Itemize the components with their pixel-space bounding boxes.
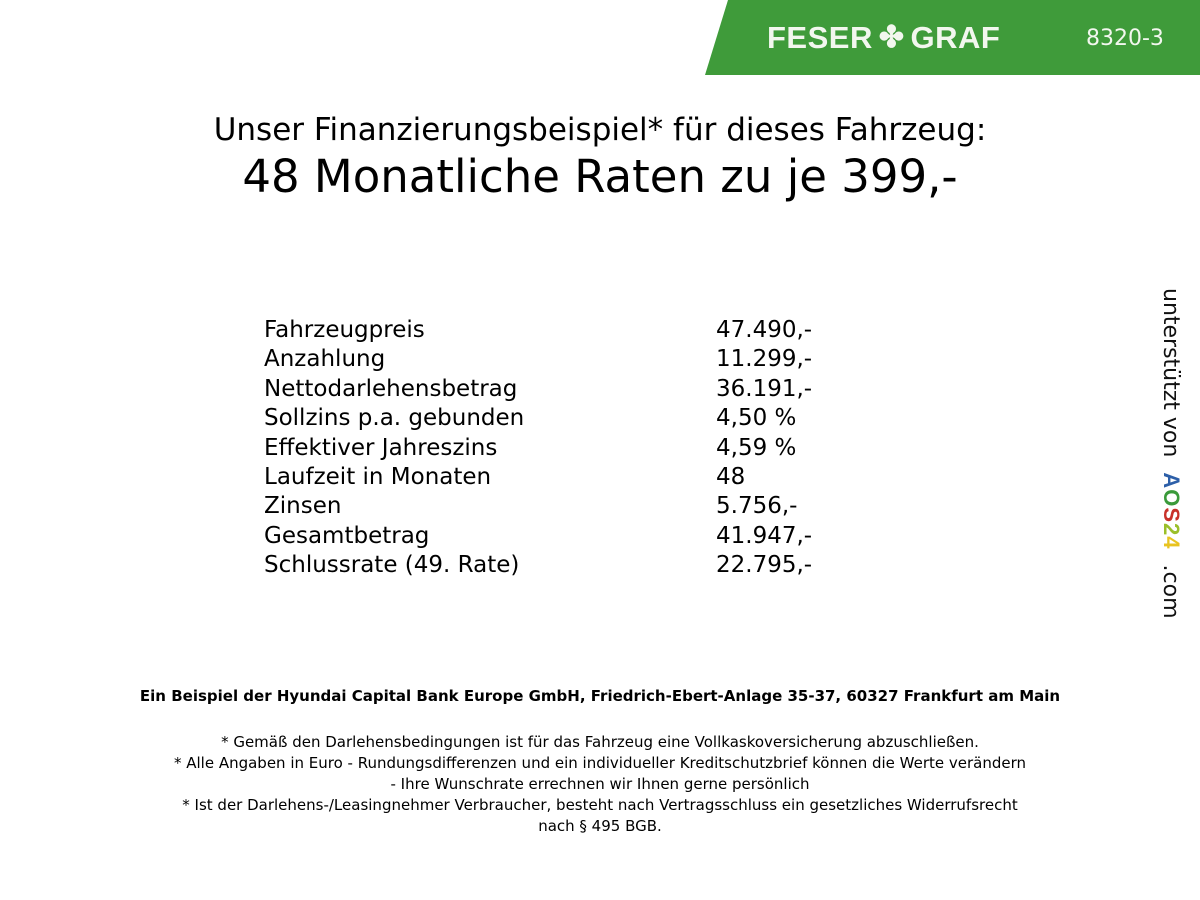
row-label: Nettodarlehensbetrag	[264, 375, 518, 402]
footer-bank: Ein Beispiel der Hyundai Capital Bank Eu…	[139, 687, 1061, 705]
row-label: Effektiver Jahreszins	[264, 434, 498, 461]
row-label: Laufzeit in Monaten	[264, 463, 492, 490]
sponsor-text: unterstützt von AOS24 .com	[1158, 288, 1184, 619]
sponsor-prefix: unterstützt von	[1158, 288, 1183, 458]
page-title: 48 Monatliche Raten zu je 399,-	[242, 150, 958, 203]
footnote-2-cont: - Ihre Wunschrate errechnen wir Ihnen ge…	[390, 775, 810, 793]
row-value: 41.947,-	[716, 522, 813, 549]
footnote-1: * Gemäß den Darlehensbedingungen ist für…	[221, 733, 979, 751]
row-label: Zinsen	[264, 493, 342, 520]
table-row: Fahrzeugpreis 47.490,-	[264, 316, 812, 345]
aos24-letter: S	[1159, 507, 1184, 524]
header-banner	[705, 0, 1200, 75]
financing-table: Fahrzeugpreis 47.490,- Anzahlung 11.299,- Ne…	[264, 316, 812, 581]
page-subtitle: Unser Finanzierungsbeispiel* für dieses …	[213, 112, 987, 148]
aos24-logo: AOS24	[1159, 472, 1184, 549]
table-row: Zinsen 5.756,-	[264, 492, 812, 521]
footer-notes: * Gemäß den Darlehensbedingungen ist für…	[0, 732, 1200, 837]
aos24-letter: 2	[1159, 523, 1184, 537]
footnote-3: * Ist der Darlehens-/Leasingnehmer Verbr…	[182, 796, 1018, 814]
table-row: Sollzins p.a. gebunden 4,50 %	[264, 404, 812, 433]
footnote-2: * Alle Angaben in Euro - Rundungsdiffere…	[173, 754, 1027, 772]
row-label: Gesamtbetrag	[264, 522, 430, 549]
table-row: Laufzeit in Monaten 48	[264, 463, 812, 492]
logo-text-feser: FESER	[767, 20, 873, 55]
row-value: 48	[716, 463, 746, 490]
table-row: Gesamtbetrag 41.947,-	[264, 522, 812, 551]
vehicle-code: 8320-3	[1086, 26, 1164, 51]
table-row: Nettodarlehensbetrag 36.191,-	[264, 375, 812, 404]
feser-graf-logo: FESER ✤ GRAF	[767, 20, 1000, 56]
footnote-3-cont: nach § 495 BGB.	[538, 817, 662, 835]
row-label: Schlussrate (49. Rate)	[264, 552, 520, 579]
logo-text-graf: GRAF	[910, 20, 1001, 55]
row-value: 5.756,-	[716, 493, 798, 520]
table-row: Schlussrate (49. Rate) 22.795,-	[264, 551, 812, 580]
row-value: 11.299,-	[716, 346, 813, 373]
table-row: Anzahlung 11.299,-	[264, 345, 812, 374]
row-label: Fahrzeugpreis	[264, 317, 425, 343]
aos24-letter: A	[1159, 472, 1184, 490]
table-row: Effektiver Jahreszins 4,59 %	[264, 434, 812, 463]
row-value: 22.795,-	[716, 552, 813, 579]
row-value: 4,50 %	[716, 405, 797, 432]
row-label: Sollzins p.a. gebunden	[264, 405, 525, 432]
clover-icon: ✤	[878, 21, 905, 54]
aos24-letter: O	[1159, 489, 1184, 508]
row-value: 47.490,-	[716, 317, 813, 343]
sponsor-suffix: .com	[1158, 564, 1183, 619]
row-value: 4,59 %	[716, 434, 797, 461]
row-label: Anzahlung	[264, 346, 386, 373]
aos24-letter: 4	[1159, 536, 1184, 550]
row-value: 36.191,-	[716, 375, 813, 402]
